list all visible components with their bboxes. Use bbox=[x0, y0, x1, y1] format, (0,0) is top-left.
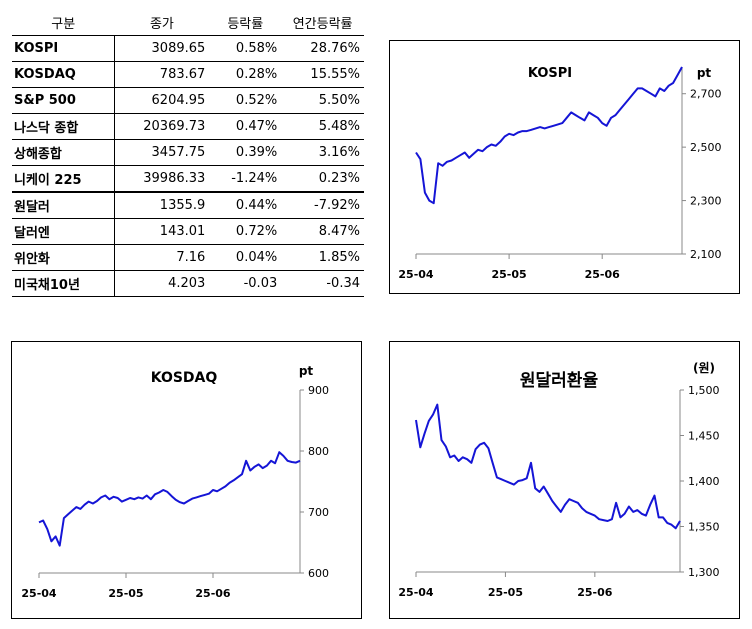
row-close: 3089.65 bbox=[114, 35, 210, 62]
row-close: 7.16 bbox=[114, 244, 210, 271]
table-row: 상해종합 3457.75 0.39% 3.16% bbox=[12, 139, 364, 166]
x-tick-label: 25-06 bbox=[577, 586, 613, 599]
row-change: 0.44% bbox=[209, 192, 282, 219]
row-ytd: 5.48% bbox=[281, 113, 364, 140]
row-name: KOSPI bbox=[12, 35, 115, 62]
x-tick-label: 25-06 bbox=[585, 268, 621, 281]
row-close: 143.01 bbox=[114, 218, 210, 245]
row-ytd: 5.50% bbox=[281, 87, 364, 114]
row-ytd: 0.23% bbox=[281, 165, 364, 193]
row-change: 0.47% bbox=[209, 113, 282, 140]
series-line bbox=[415, 66, 683, 205]
table-row: KOSPI 3089.65 0.58% 28.76% bbox=[12, 35, 364, 62]
table-row: KOSDAQ 783.67 0.28% 15.55% bbox=[12, 61, 364, 88]
row-close: 783.67 bbox=[114, 61, 210, 88]
y-tick-label: 2,500 bbox=[690, 141, 722, 154]
x-tick-label: 25-05 bbox=[108, 587, 143, 600]
kosdaq-chart: KOSDAQ pt 600 700 800 900 25-04 25-05 25-06 bbox=[21, 364, 329, 600]
row-change: 0.39% bbox=[209, 139, 282, 166]
y-tick-label: 800 bbox=[308, 445, 329, 458]
row-name: KOSDAQ bbox=[12, 61, 115, 88]
y-tick-label: 1,400 bbox=[688, 475, 720, 488]
kospi-chart: KOSPI pt 2,100 2,300 2,500 2,700 25-04 25-05 25-… bbox=[398, 66, 722, 281]
y-tick-label: 700 bbox=[308, 506, 329, 519]
x-tick-label: 25-04 bbox=[21, 587, 57, 600]
y-tick-label: 2,300 bbox=[690, 195, 722, 208]
row-ytd: 8.47% bbox=[281, 218, 364, 245]
x-tick-label: 25-04 bbox=[398, 586, 434, 599]
row-ytd: 1.85% bbox=[281, 244, 364, 271]
y-tick-label: 1,500 bbox=[688, 384, 720, 397]
series-line bbox=[38, 451, 301, 547]
table-row: 위안화 7.16 0.04% 1.85% bbox=[12, 244, 364, 271]
chart-title: KOSPI bbox=[528, 66, 572, 81]
row-change: 0.58% bbox=[209, 35, 282, 62]
y-tick-label: 900 bbox=[308, 384, 329, 397]
row-ytd: 28.76% bbox=[281, 35, 364, 62]
table-row: 미국채10년 4.203 -0.03 -0.34 bbox=[12, 270, 364, 297]
row-name: 달러엔 bbox=[12, 218, 115, 245]
y-axis-unit: pt bbox=[299, 364, 314, 378]
chart-title: 원달러환율 bbox=[520, 370, 599, 391]
table-row: 원달러 1355.9 0.44% -7.92% bbox=[12, 192, 364, 219]
row-change: 0.04% bbox=[209, 244, 282, 271]
kosdaq-chart-panel: KOSDAQ pt 600 700 800 900 25-04 25-05 25-06 bbox=[11, 341, 362, 619]
table-header-row: 구분 종가 등락률 연간등락률 bbox=[12, 9, 364, 36]
row-name: 원달러 bbox=[12, 192, 115, 219]
row-change: -1.24% bbox=[209, 165, 282, 193]
y-tick-label: 1,350 bbox=[688, 521, 720, 534]
y-tick-label: 1,300 bbox=[688, 566, 720, 579]
row-change: 0.72% bbox=[209, 218, 282, 245]
row-change: -0.03 bbox=[209, 270, 282, 297]
x-tick-label: 25-05 bbox=[488, 586, 523, 599]
header-category: 구분 bbox=[12, 9, 115, 36]
row-name: 위안화 bbox=[12, 244, 115, 271]
chart-title: KOSDAQ bbox=[151, 370, 218, 386]
row-name: 상해종합 bbox=[12, 139, 115, 166]
row-name: 니케이 225 bbox=[12, 165, 115, 193]
y-tick-label: 2,700 bbox=[690, 88, 722, 101]
row-close: 3457.75 bbox=[114, 139, 210, 166]
x-tick-label: 25-06 bbox=[195, 587, 231, 600]
x-tick-label: 25-05 bbox=[492, 268, 527, 281]
row-change: 0.52% bbox=[209, 87, 282, 114]
row-close: 6204.95 bbox=[114, 87, 210, 114]
row-ytd: 15.55% bbox=[281, 61, 364, 88]
y-tick-label: 1,450 bbox=[688, 430, 720, 443]
row-close: 1355.9 bbox=[114, 192, 210, 219]
table-row: S&P 500 6204.95 0.52% 5.50% bbox=[12, 87, 364, 114]
market-summary-table: 구분 종가 등락률 연간등락률 KOSPI 3089.65 0.58% 28.7… bbox=[12, 9, 364, 297]
row-ytd: -7.92% bbox=[281, 192, 364, 219]
row-ytd: 3.16% bbox=[281, 139, 364, 166]
y-axis-unit: pt bbox=[697, 66, 712, 80]
series-line bbox=[415, 403, 681, 530]
y-tick-label: 600 bbox=[308, 567, 329, 580]
table-row: 달러엔 143.01 0.72% 8.47% bbox=[12, 218, 364, 245]
row-close: 39986.33 bbox=[114, 165, 210, 193]
kospi-chart-panel: KOSPI pt 2,100 2,300 2,500 2,700 25-04 25-05 25-… bbox=[389, 40, 740, 294]
y-axis-unit: (원) bbox=[693, 361, 715, 375]
x-tick-label: 25-04 bbox=[398, 268, 434, 281]
table-row: 니케이 225 39986.33 -1.24% 0.23% bbox=[12, 165, 364, 193]
row-close: 20369.73 bbox=[114, 113, 210, 140]
row-change: 0.28% bbox=[209, 61, 282, 88]
table-row: 나스닥 종합 20369.73 0.47% 5.48% bbox=[12, 113, 364, 140]
usdkrw-chart-panel: 원달러환율 (원) 1,300 1,350 1,400 1,450 1,500 25-04 25… bbox=[389, 341, 740, 619]
row-name: 나스닥 종합 bbox=[12, 113, 115, 140]
header-ytd-change: 연간등락률 bbox=[281, 9, 364, 36]
y-tick-label: 2,100 bbox=[690, 248, 722, 261]
usdkrw-chart: 원달러환율 (원) 1,300 1,350 1,400 1,450 1,500 25-04 25… bbox=[398, 361, 720, 599]
header-close: 종가 bbox=[114, 9, 210, 36]
row-name: S&P 500 bbox=[12, 87, 115, 114]
row-ytd: -0.34 bbox=[281, 270, 364, 297]
row-name: 미국채10년 bbox=[12, 270, 115, 297]
header-change: 등락률 bbox=[209, 9, 282, 36]
row-close: 4.203 bbox=[114, 270, 210, 297]
